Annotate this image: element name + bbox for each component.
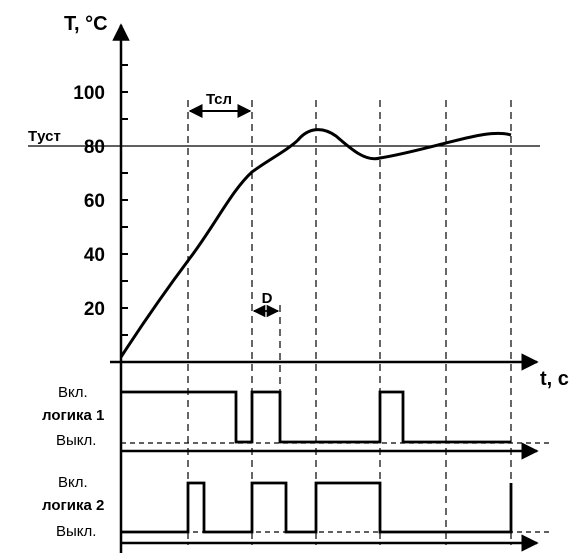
y-tick-label: 60	[84, 191, 105, 212]
temperature-curve	[119, 128, 512, 358]
logic1-signal	[121, 390, 511, 444]
logic1-on-label: Вкл.	[58, 384, 88, 401]
x-axis-title: t, c	[540, 368, 569, 390]
tsl-label: Тсл	[206, 91, 232, 108]
logic2-name: логика 2	[42, 497, 104, 514]
y-tick-label: 100	[73, 83, 105, 104]
y-ticks	[121, 64, 128, 336]
time-markers	[187, 100, 512, 545]
y-tick-label: 20	[84, 299, 105, 320]
y-axis-title: T, °C	[64, 13, 108, 35]
y-tick-label: 40	[84, 245, 105, 266]
y-tick-label: 80	[84, 137, 105, 158]
d-label: D	[262, 290, 273, 307]
logic2-on-label: Вкл.	[58, 474, 88, 491]
setpoint-label: Tуст	[28, 128, 61, 145]
logic2-signal	[121, 481, 513, 534]
logic1-off-label: Выкл.	[56, 432, 96, 449]
logic2-off-label: Выкл.	[56, 523, 96, 540]
logic1-name: логика 1	[42, 407, 104, 424]
